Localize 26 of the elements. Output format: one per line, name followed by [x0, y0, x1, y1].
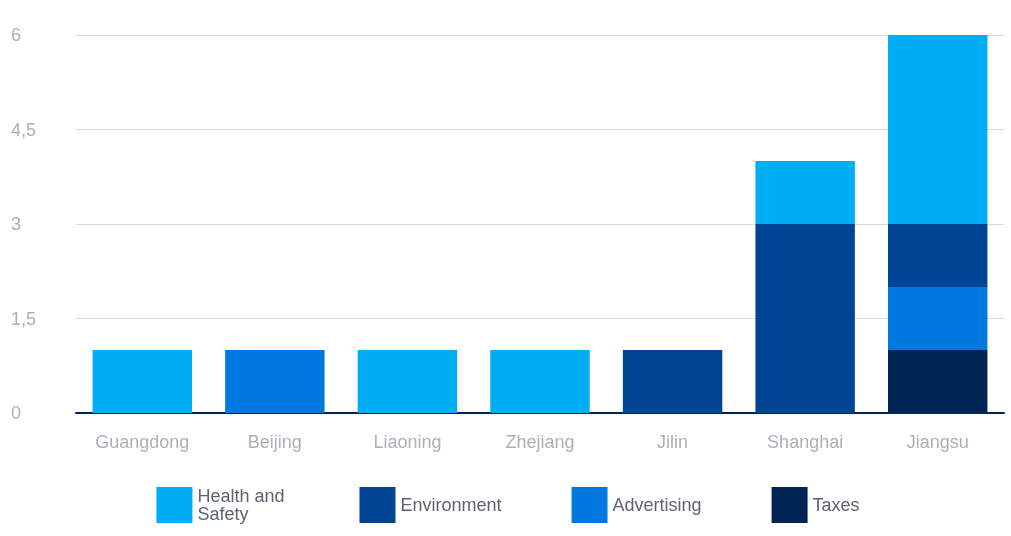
- x-tick-label: Beijing: [247, 432, 302, 452]
- legend-label: Advertising: [612, 495, 702, 515]
- bar: [755, 161, 855, 224]
- bar: [888, 224, 988, 287]
- bar: [622, 350, 723, 413]
- x-tick-label: Shanghai: [767, 432, 844, 452]
- y-tick-label: 0: [11, 403, 22, 423]
- bar: [888, 35, 988, 224]
- x-tick-label: Guangdong: [95, 432, 190, 452]
- x-tick-label: Liaoning: [373, 432, 442, 452]
- legend-label: Health and Safety: [197, 486, 290, 524]
- bar: [490, 350, 590, 413]
- x-tick-label: Zhejiang: [505, 432, 575, 452]
- bar: [888, 287, 988, 350]
- x-tick-label: Jilin: [657, 432, 689, 452]
- bar: [357, 350, 458, 413]
- legend-label: Taxes: [812, 495, 860, 515]
- bar: [225, 350, 325, 413]
- bar: [92, 350, 192, 413]
- x-tick-label: Jiangsu: [906, 432, 969, 452]
- y-tick-label: 4,5: [11, 119, 37, 140]
- y-tick-label: 6: [11, 25, 22, 45]
- y-tick-label: 1,5: [11, 308, 37, 329]
- bar: [755, 224, 855, 413]
- legend-label: Environment: [400, 495, 502, 515]
- y-tick-label: 3: [11, 214, 22, 234]
